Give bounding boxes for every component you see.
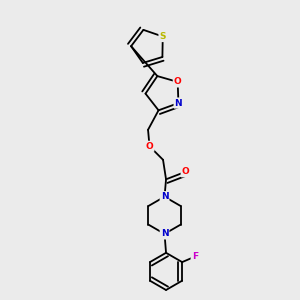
Text: O: O [146,142,153,151]
Text: O: O [174,77,182,86]
Text: O: O [182,167,189,176]
Text: N: N [175,99,182,108]
Text: S: S [160,32,166,41]
Text: N: N [161,192,168,201]
Text: N: N [161,230,168,238]
Text: F: F [192,252,198,261]
